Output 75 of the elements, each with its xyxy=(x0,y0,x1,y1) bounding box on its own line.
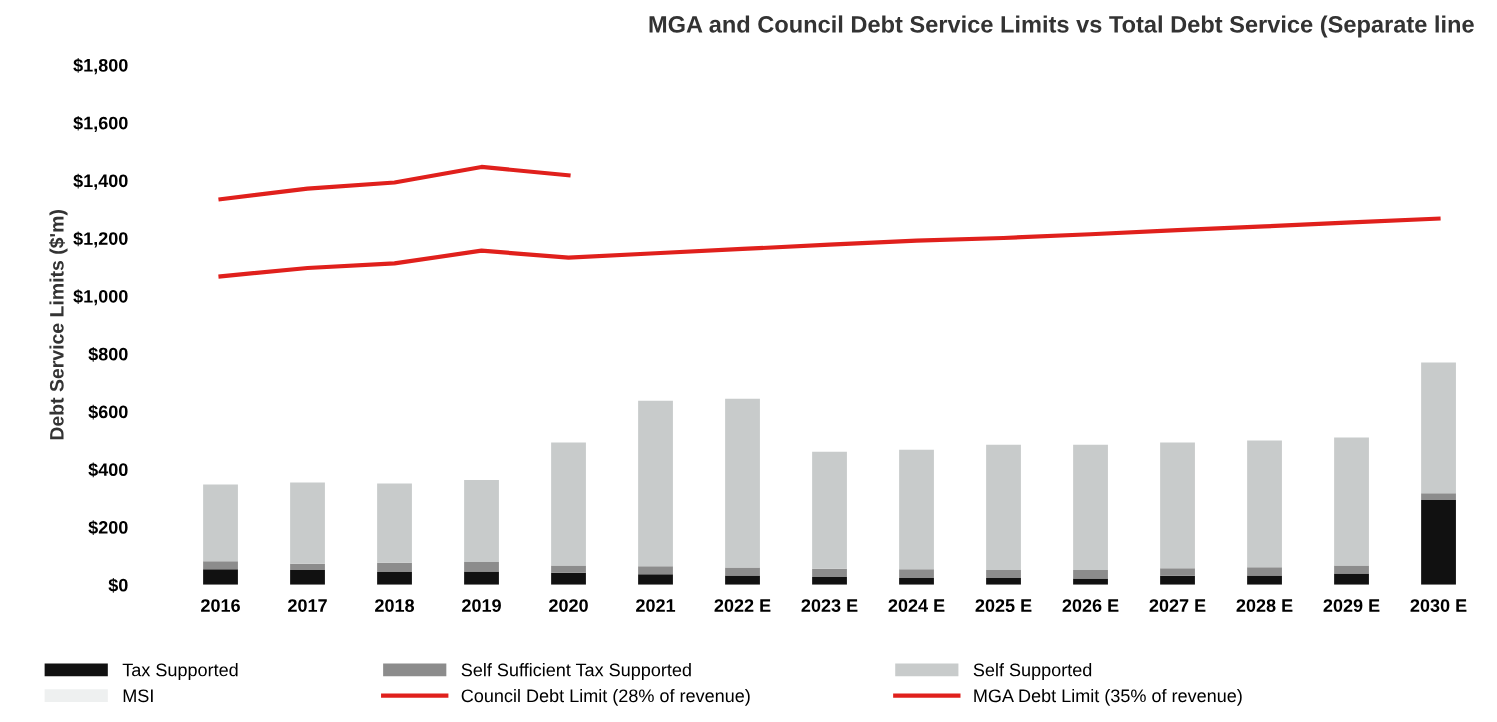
bar xyxy=(203,569,238,585)
bar xyxy=(1421,362,1456,494)
bar xyxy=(1334,437,1369,566)
bar xyxy=(638,566,673,575)
bar xyxy=(203,484,238,562)
bar xyxy=(1160,442,1195,569)
bar xyxy=(812,577,847,585)
legend-label: Council Debt Limit (28% of revenue) xyxy=(461,688,750,706)
bar xyxy=(290,563,325,571)
bar xyxy=(1073,578,1108,585)
x-tick-label: 2019 xyxy=(462,599,501,612)
x-tick-label: 2025 E xyxy=(975,599,1032,612)
legend-label: Self Sufficient Tax Supported xyxy=(461,663,691,680)
y-tick-label: $600 xyxy=(88,404,128,420)
legend-label: MGA Debt Limit (35% of revenue) xyxy=(974,688,1242,706)
y-tick-label: $1,000 xyxy=(73,289,128,306)
legend-label: MSI xyxy=(123,689,153,703)
bar xyxy=(203,561,238,570)
bar xyxy=(551,572,586,585)
chart-title: MGA and Council Debt Service Limits vs Total Debt Service (Separate line xyxy=(649,15,1474,38)
y-tick-label: $1,800 xyxy=(73,58,128,75)
bar xyxy=(377,562,412,573)
legend-label: Self Supported xyxy=(973,663,1092,680)
bar xyxy=(464,571,499,585)
bar xyxy=(725,567,760,576)
bar xyxy=(290,482,325,564)
x-tick-label: 2018 xyxy=(375,599,415,612)
bar xyxy=(1247,440,1282,568)
bar xyxy=(1160,575,1195,585)
bar xyxy=(1073,570,1108,579)
x-tick-label: 2022 E xyxy=(714,599,771,612)
x-tick-label: 2017 xyxy=(288,599,327,612)
y-tick-label: $1,600 xyxy=(73,115,128,133)
line-series xyxy=(218,216,1441,279)
bar xyxy=(377,483,412,563)
x-tick-label: 2023 E xyxy=(801,599,858,612)
bar xyxy=(377,572,412,585)
legend-label: Tax Supported xyxy=(122,663,238,680)
y-tick-label: $400 xyxy=(88,462,128,478)
y-axis-title: Debt Service Limits ($'m) xyxy=(49,210,68,440)
x-tick-label: 2026 E xyxy=(1062,599,1119,612)
bar xyxy=(1421,499,1456,585)
y-tick-label: $1,200 xyxy=(73,231,128,248)
bar xyxy=(638,574,673,585)
bar xyxy=(899,449,934,570)
y-tick-label: $800 xyxy=(88,346,128,362)
bar xyxy=(812,451,847,569)
bar xyxy=(464,479,499,562)
bar xyxy=(551,565,586,573)
x-tick-label: 2027 E xyxy=(1149,599,1206,612)
y-tick-label: $0 xyxy=(108,577,128,593)
bar xyxy=(638,400,673,567)
bar xyxy=(1334,565,1369,574)
bar xyxy=(725,398,760,568)
y-tick-label: $1,400 xyxy=(73,173,128,190)
bar xyxy=(464,562,499,572)
x-tick-label: 2021 xyxy=(636,599,676,612)
x-tick-label: 2029 E xyxy=(1323,599,1380,612)
bar xyxy=(986,570,1021,578)
x-tick-label: 2020 xyxy=(549,599,588,612)
x-tick-label: 2030 E xyxy=(1410,599,1467,612)
bar xyxy=(1421,493,1456,500)
bar xyxy=(899,569,934,578)
x-tick-label: 2016 xyxy=(201,599,240,612)
x-tick-label: 2024 E xyxy=(888,599,945,612)
bar xyxy=(290,570,325,585)
bar xyxy=(551,442,586,566)
line-series xyxy=(218,164,571,202)
y-tick-label: $200 xyxy=(88,520,128,535)
x-tick-label: 2028 E xyxy=(1236,599,1293,612)
bar xyxy=(1160,568,1195,576)
bar xyxy=(812,568,847,578)
bar xyxy=(1247,567,1282,576)
bar xyxy=(986,444,1021,571)
bar xyxy=(1073,444,1108,571)
